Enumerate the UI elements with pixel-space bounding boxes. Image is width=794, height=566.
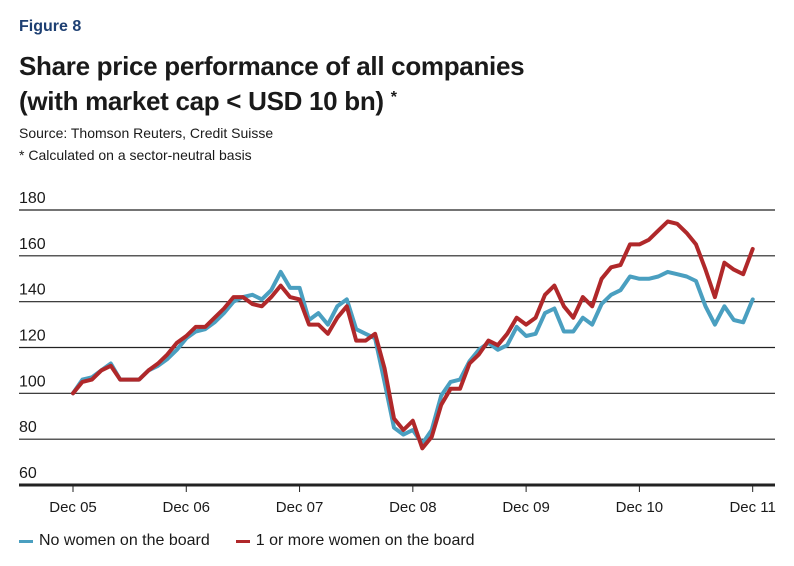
legend-item-women: 1 or more women on the board xyxy=(235,532,475,550)
x-tick-label: Dec 05 xyxy=(49,499,97,516)
legend-item-no-women: No women on the board xyxy=(19,532,210,550)
y-tick-label: 160 xyxy=(19,236,46,253)
y-tick-label: 120 xyxy=(19,328,46,345)
source-text: Source: Thomson Reuters, Credit Suisse xyxy=(19,125,274,141)
legend-label: No women on the board xyxy=(39,532,210,549)
line-chart: 60 80 100 120 140 160 180 Dec 05 Dec 06 Dec 07 Dec… xyxy=(19,190,776,516)
chart-title: Share price performance of all companies… xyxy=(19,50,525,117)
legend: No women on the board 1 or more women on… xyxy=(19,532,475,550)
x-tick-label: Dec 11 xyxy=(729,499,775,516)
title-line-1: Share price performance of all companies xyxy=(19,51,525,81)
y-tick-label: 80 xyxy=(19,419,37,436)
series-line-no-women xyxy=(71,269,755,446)
series-line-women xyxy=(71,219,755,451)
title-footnote-mark: * xyxy=(390,89,397,106)
figure-label: Figure 8 xyxy=(19,18,82,35)
x-tick-label: Dec 10 xyxy=(616,499,664,516)
y-tick-label: 180 xyxy=(19,190,46,207)
y-tick-label: 100 xyxy=(19,373,46,390)
footnote-text: * Calculated on a sector-neutral basis xyxy=(19,147,252,163)
legend-swatch-blue xyxy=(19,539,33,543)
x-tick-label: Dec 06 xyxy=(163,499,211,516)
x-tick-label: Dec 08 xyxy=(389,499,437,516)
legend-swatch-red xyxy=(235,539,250,543)
x-tick-label: Dec 07 xyxy=(276,499,324,516)
y-tick-label: 140 xyxy=(19,282,46,299)
legend-label: 1 or more women on the board xyxy=(255,532,475,549)
y-tick-label: 60 xyxy=(19,465,37,482)
title-line-2: (with market cap < USD 10 bn) xyxy=(19,86,384,116)
x-tick-label: Dec 09 xyxy=(502,499,550,516)
